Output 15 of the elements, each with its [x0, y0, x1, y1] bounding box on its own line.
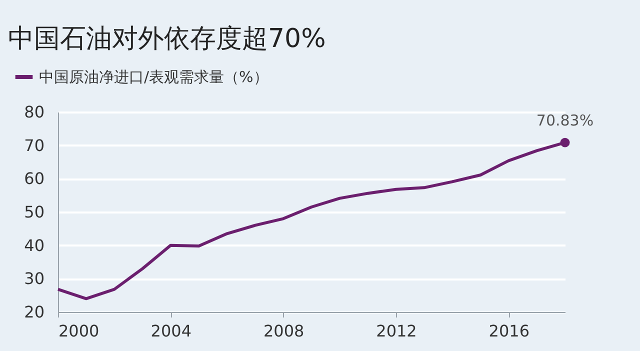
- x-tick-label: 2016: [488, 322, 530, 340]
- chart-title: 中国石油对外依存度超70%: [8, 24, 326, 54]
- y-tick-label: 50: [24, 202, 44, 222]
- legend-label: 中国原油净进口/表观需求量（%）: [39, 68, 268, 86]
- x-tick-label: 2012: [376, 322, 417, 340]
- annotation: 70.83%: [536, 112, 594, 130]
- x-tick-label: 2004: [150, 322, 192, 340]
- y-tick-label: 40: [24, 236, 44, 255]
- x-tick-label: 2008: [263, 322, 304, 340]
- y-tick-label: 30: [24, 269, 44, 288]
- y-tick-label: 80: [24, 102, 44, 122]
- y-tick-label: 20: [24, 302, 44, 322]
- y-tick-label: 60: [24, 169, 44, 188]
- x-tick-label: 2000: [58, 322, 100, 340]
- y-tick-label: 70: [24, 136, 44, 155]
